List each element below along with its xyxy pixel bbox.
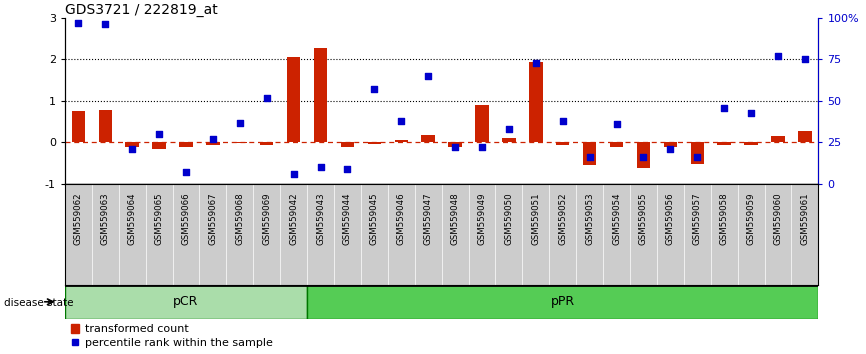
Text: GSM559056: GSM559056 <box>666 192 675 245</box>
Bar <box>313 48 327 143</box>
Point <box>126 146 139 152</box>
Point <box>313 165 327 170</box>
Text: GSM559061: GSM559061 <box>800 192 810 245</box>
Point <box>637 155 650 160</box>
Bar <box>179 143 193 148</box>
Text: GSM559047: GSM559047 <box>423 192 433 245</box>
Bar <box>502 138 515 143</box>
Text: GDS3721 / 222819_at: GDS3721 / 222819_at <box>65 3 217 17</box>
Bar <box>99 110 112 143</box>
Point <box>502 126 516 132</box>
Point <box>663 146 677 152</box>
Bar <box>72 111 85 143</box>
Bar <box>340 143 354 148</box>
Text: GSM559052: GSM559052 <box>559 192 567 245</box>
Bar <box>529 62 543 143</box>
Point <box>798 57 811 62</box>
Text: GSM559068: GSM559068 <box>236 192 244 245</box>
Text: GSM559057: GSM559057 <box>693 192 701 245</box>
Bar <box>798 131 811 143</box>
Bar <box>663 143 677 148</box>
Text: GSM559054: GSM559054 <box>612 192 621 245</box>
Text: disease state: disease state <box>4 298 74 308</box>
Bar <box>287 57 301 143</box>
Text: GSM559048: GSM559048 <box>450 192 460 245</box>
Bar <box>152 143 166 149</box>
Text: GSM559063: GSM559063 <box>100 192 110 245</box>
Text: GSM559053: GSM559053 <box>585 192 594 245</box>
Text: GSM559044: GSM559044 <box>343 192 352 245</box>
Text: GSM559059: GSM559059 <box>746 192 756 245</box>
Text: GSM559043: GSM559043 <box>316 192 325 245</box>
Point <box>179 170 193 175</box>
Bar <box>772 136 785 143</box>
Text: pCR: pCR <box>173 295 198 308</box>
Text: GSM559058: GSM559058 <box>720 192 728 245</box>
Point <box>717 105 731 110</box>
Bar <box>126 143 139 148</box>
Point <box>583 155 597 160</box>
Point <box>287 171 301 177</box>
Text: GSM559069: GSM559069 <box>262 192 271 245</box>
Point <box>421 73 435 79</box>
Text: GSM559060: GSM559060 <box>773 192 783 245</box>
Text: GSM559066: GSM559066 <box>182 192 191 245</box>
Text: GSM559064: GSM559064 <box>127 192 137 245</box>
Bar <box>368 143 381 144</box>
Point <box>72 20 86 25</box>
Text: pPR: pPR <box>551 295 575 308</box>
Point <box>610 121 624 127</box>
Point <box>152 131 166 137</box>
Text: GSM559049: GSM559049 <box>477 192 487 245</box>
Point <box>394 118 408 124</box>
Text: GSM559051: GSM559051 <box>532 192 540 245</box>
Bar <box>637 143 650 168</box>
Point <box>99 22 113 27</box>
Point <box>260 95 274 101</box>
Point <box>206 136 220 142</box>
Bar <box>610 143 624 147</box>
Bar <box>307 285 818 319</box>
Point <box>475 145 489 150</box>
Point <box>556 118 570 124</box>
Legend: transformed count, percentile rank within the sample: transformed count, percentile rank withi… <box>70 324 273 348</box>
Bar <box>556 143 570 144</box>
Bar <box>449 143 462 148</box>
Bar <box>690 143 704 164</box>
Text: GSM559065: GSM559065 <box>155 192 164 245</box>
Text: GSM559050: GSM559050 <box>504 192 514 245</box>
Point <box>449 145 462 150</box>
Bar <box>475 105 488 143</box>
Point <box>233 120 247 125</box>
Text: GSM559045: GSM559045 <box>370 192 379 245</box>
Bar <box>65 285 307 319</box>
Bar <box>745 143 758 144</box>
Bar <box>422 135 435 143</box>
Bar <box>717 143 731 144</box>
Text: GSM559062: GSM559062 <box>74 192 83 245</box>
Text: GSM559067: GSM559067 <box>209 192 217 245</box>
Point <box>529 60 543 65</box>
Text: GSM559046: GSM559046 <box>397 192 406 245</box>
Bar <box>395 140 408 143</box>
Bar <box>583 143 597 165</box>
Point <box>367 86 381 92</box>
Text: GSM559042: GSM559042 <box>289 192 298 245</box>
Bar <box>260 143 274 144</box>
Point <box>771 53 785 59</box>
Point <box>690 155 704 160</box>
Bar <box>206 143 220 145</box>
Point <box>744 110 758 115</box>
Point <box>340 166 354 172</box>
Text: GSM559055: GSM559055 <box>639 192 648 245</box>
